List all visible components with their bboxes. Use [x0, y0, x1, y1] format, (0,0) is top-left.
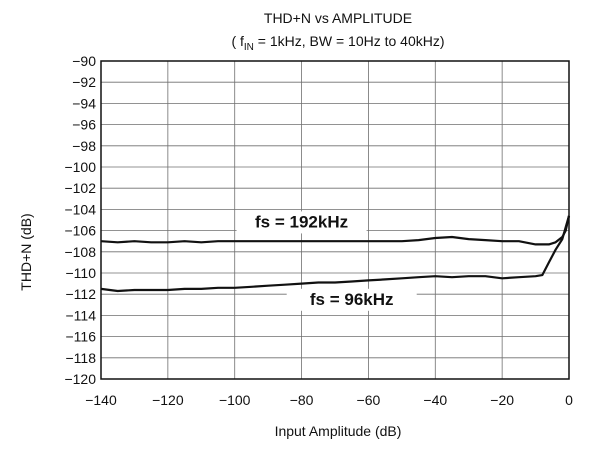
- chart-subtitle: ( fIN = 1kHz, BW = 10Hz to 40kHz): [231, 33, 444, 53]
- y-tick-label: −94: [72, 95, 96, 111]
- annotation-fs-96khz: fs = 96kHz: [310, 290, 394, 309]
- y-axis-label: THD+N (dB): [18, 213, 34, 290]
- series-lines: [100, 215, 571, 293]
- y-tick-label: −106: [64, 223, 96, 239]
- x-tick-label: −60: [357, 392, 381, 408]
- x-tick-label: −20: [490, 392, 514, 408]
- y-tick-label: −100: [64, 159, 96, 175]
- annotation-background: [286, 288, 417, 311]
- series-line-fs-96khz: [100, 215, 571, 293]
- y-tick-label: −116: [66, 329, 97, 345]
- grid: [100, 60, 570, 380]
- annotation-fs-192khz: fs = 192kHz: [255, 212, 348, 231]
- x-tick-label: −40: [423, 392, 447, 408]
- plot-frame: [100, 60, 570, 380]
- chart-subtitle-prefix: ( f: [231, 33, 244, 49]
- y-tick-label: −118: [66, 350, 97, 366]
- chart-subtitle-rest: = 1kHz, BW = 10Hz to 40kHz): [254, 33, 445, 49]
- y-tick-label: −90: [72, 53, 96, 69]
- y-tick-label: −120: [64, 371, 96, 387]
- y-tick-label: −114: [66, 307, 97, 323]
- chart-subtitle-subscript: IN: [244, 42, 254, 53]
- y-tick-label: −92: [72, 74, 96, 90]
- x-tick-label: −140: [85, 392, 117, 408]
- y-tick-labels: −90 −92 −94 −96 −98 −100 −102 −104 −106 −108 −110 −…: [64, 53, 96, 387]
- y-tick-label: −98: [72, 138, 96, 154]
- x-tick-label: 0: [565, 392, 573, 408]
- x-tick-label: −120: [152, 392, 184, 408]
- y-tick-label: −104: [64, 201, 96, 217]
- annotation-background: [236, 211, 367, 234]
- series-annotations: fs = 192kHz fs = 96kHz: [236, 211, 417, 311]
- y-tick-label: −96: [72, 117, 96, 133]
- y-tick-label: −112: [66, 286, 97, 302]
- x-tick-label: −100: [219, 392, 251, 408]
- x-tick-label: −80: [290, 392, 314, 408]
- series-line-fs-192khz: [100, 215, 571, 246]
- y-tick-label: −110: [66, 265, 97, 281]
- chart-title: THD+N vs AMPLITUDE: [264, 10, 412, 26]
- x-tick-labels: −140 −120 −100 −80 −60 −40 −20 0: [85, 392, 573, 408]
- x-axis-label: Input Amplitude (dB): [275, 423, 402, 439]
- y-tick-label: −108: [64, 244, 96, 260]
- y-tick-label: −102: [64, 180, 96, 196]
